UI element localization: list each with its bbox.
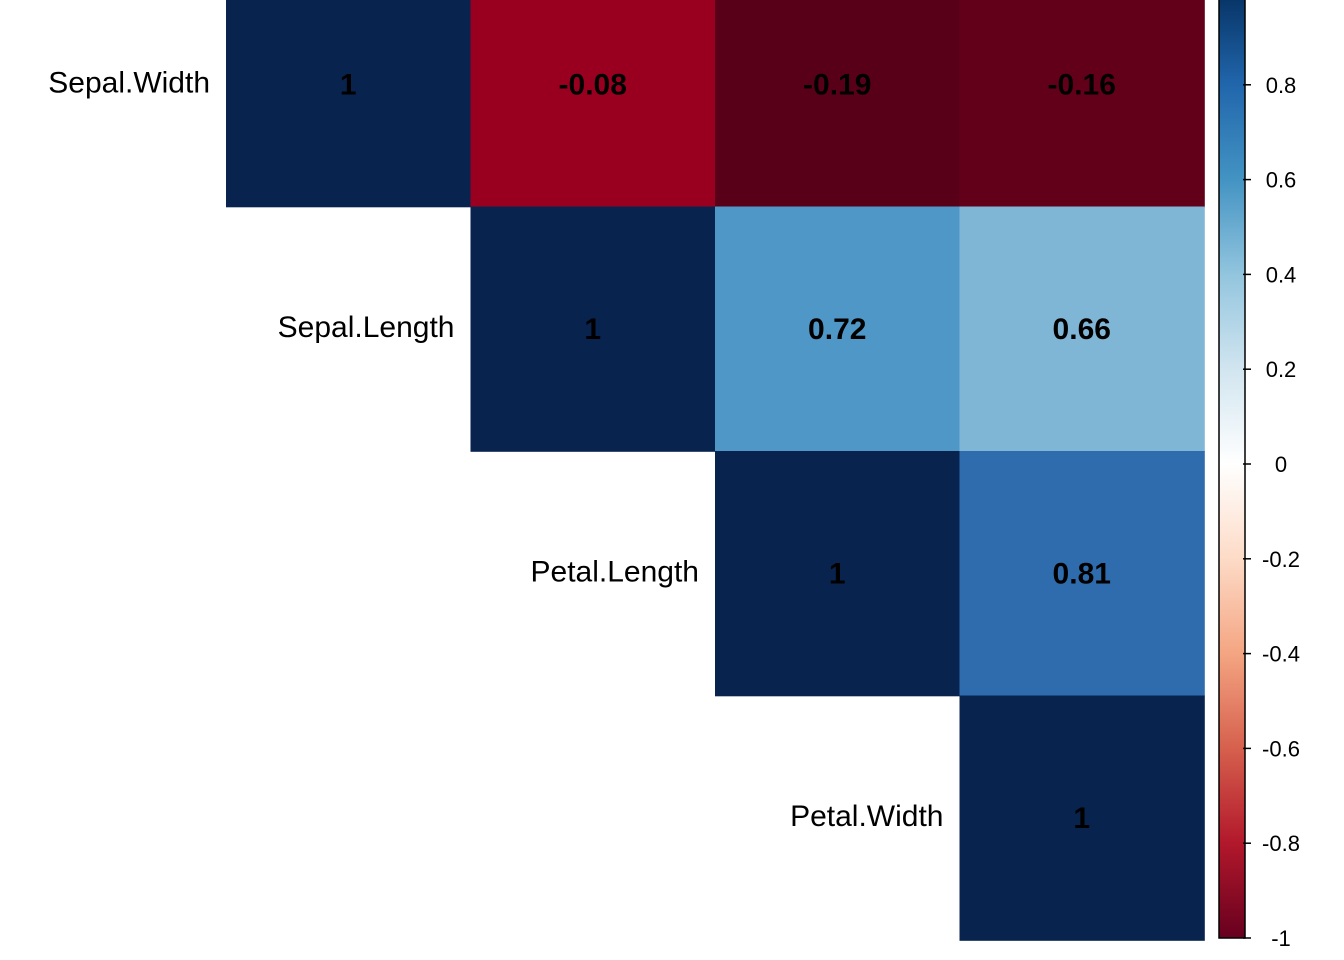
cell-value-label-0-1: -0.08 (559, 68, 627, 101)
cell-value-label-2-3: 0.81 (1053, 557, 1111, 590)
heatmap-cell-1-1 (470, 206, 716, 452)
cell-value-label-0-2: -0.19 (803, 68, 871, 101)
cell-value-label-0-0: 1 (340, 68, 357, 101)
row-label-2: Petal.Length (531, 555, 699, 588)
color-legend-ticks: 0.8 0.6 0.4 0.2 0 -0.2 -0.4 -0.6 -0.8 -1 (1243, 73, 1300, 951)
cell-value-label-3-3: 1 (1073, 802, 1090, 835)
heatmap-cell-1-2 (715, 206, 961, 452)
color-legend-bar (1218, 0, 1246, 939)
cell-value-label-1-3: 0.66 (1053, 313, 1111, 346)
color-legend-tick-label-9: -1 (1271, 926, 1291, 951)
color-legend-tick-label-7: -0.6 (1262, 736, 1300, 761)
color-legend-tick-label-4: 0 (1275, 452, 1287, 477)
color-legend-tick-label-1: 0.6 (1266, 168, 1297, 193)
row-labels: Sepal.Width Sepal.Length Petal.Length Petal… (48, 66, 943, 833)
row-label-1: Sepal.Length (278, 311, 455, 344)
cell-value-label-1-2: 0.72 (808, 313, 866, 346)
heatmap-cell-2-2 (715, 451, 961, 697)
heatmap-cell-3-3 (959, 695, 1205, 941)
heatmap-cell-1-3 (959, 206, 1205, 452)
heatmap-cell-0-1 (470, 0, 716, 208)
color-legend: 0.8 0.6 0.4 0.2 0 -0.2 -0.4 -0.6 -0.8 -1 (1218, 0, 1300, 951)
cell-value-label-0-3: -0.16 (1048, 68, 1116, 101)
color-legend-tick-label-5: -0.2 (1262, 547, 1300, 572)
heatmap-cells (226, 0, 1205, 941)
heatmap-cell-0-0 (226, 0, 472, 208)
cell-value-label-1-1: 1 (584, 313, 601, 346)
color-legend-tick-label-2: 0.4 (1266, 262, 1297, 287)
heatmap-cell-2-3 (959, 451, 1205, 697)
color-legend-tick-label-6: -0.4 (1262, 642, 1300, 667)
row-label-0: Sepal.Width (48, 66, 210, 99)
row-label-3: Petal.Width (790, 800, 943, 833)
color-legend-tick-label-8: -0.8 (1262, 831, 1300, 856)
heatmap-cell-0-3 (959, 0, 1205, 208)
cell-value-label-2-2: 1 (829, 557, 846, 590)
color-legend-tick-label-0: 0.8 (1266, 73, 1297, 98)
cell-value-labels: 1 -0.08 -0.19 -0.16 1 0.72 0.66 1 0.81 1 (340, 68, 1116, 835)
color-legend-tick-label-3: 0.2 (1266, 357, 1297, 382)
heatmap-cell-0-2 (715, 0, 961, 208)
